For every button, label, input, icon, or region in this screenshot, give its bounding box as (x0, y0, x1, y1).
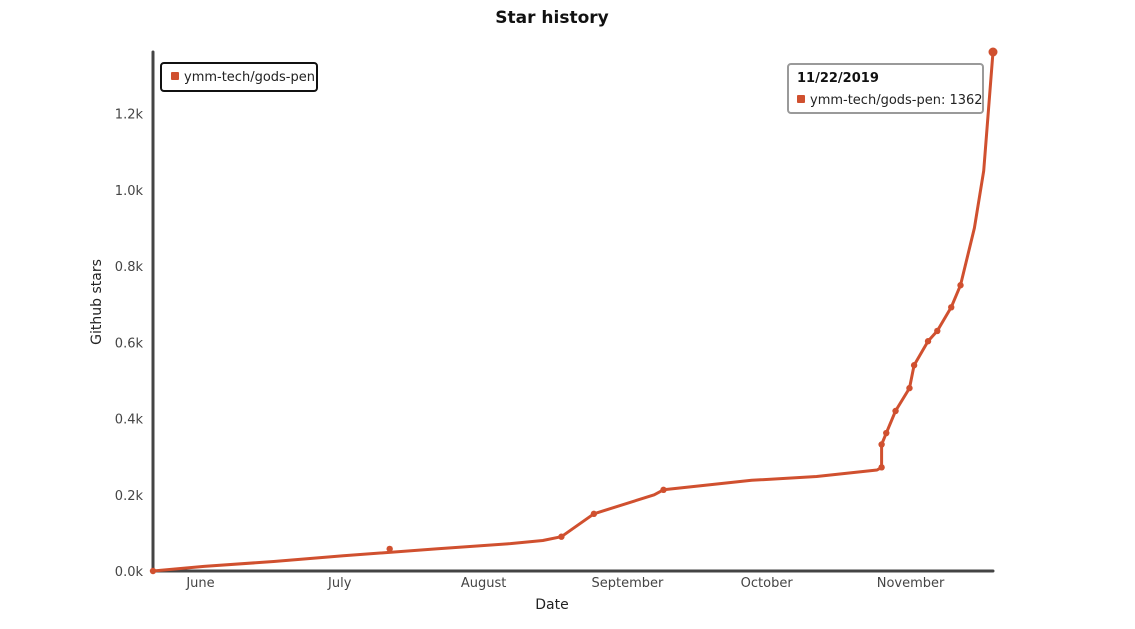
data-point (988, 47, 998, 57)
y-tick-labels: 0.0k 0.2k 0.4k 0.6k 0.8k 1.0k 1.2k (115, 108, 144, 580)
legend-box (160, 62, 318, 92)
data-point (906, 384, 913, 392)
series-line (151, 50, 995, 573)
tooltip-value: ymm-tech/gods-pen: 1362 (810, 93, 983, 108)
data-point (558, 533, 565, 540)
x-tick-label: July (327, 576, 352, 591)
data-point (883, 429, 890, 437)
y-tick-label: 1.0k (115, 184, 144, 199)
axes (151, 50, 995, 573)
chart-title: Star history (495, 8, 608, 28)
data-point (386, 545, 393, 553)
x-tick-label: June (185, 576, 214, 591)
x-tick-label: November (877, 576, 945, 591)
x-tick-labels: June July August September October November (185, 576, 945, 591)
data-point (910, 362, 918, 369)
y-tick-label: 0.0k (115, 565, 144, 580)
x-axis-label: Date (535, 597, 568, 613)
data-point (957, 282, 964, 289)
y-tick-label: 1.2k (115, 108, 144, 123)
tooltip-swatch (797, 95, 805, 103)
data-point (590, 510, 598, 518)
data-point (892, 407, 899, 415)
data-point (934, 327, 941, 335)
markers-layer (149, 47, 998, 575)
tooltip-box (787, 63, 984, 114)
y-tick-label: 0.4k (115, 413, 144, 428)
x-tick-label: September (592, 576, 665, 591)
data-point (878, 464, 885, 471)
x-tick-label: August (461, 576, 507, 591)
y-tick-label: 0.8k (115, 260, 144, 275)
x-tick-label: October (741, 576, 794, 591)
data-point (660, 486, 667, 494)
y-axis-label: Github stars (89, 259, 105, 345)
series-layer (151, 50, 995, 573)
legend-swatch (171, 72, 179, 80)
legend: ymm-tech/gods-pen (160, 62, 318, 92)
data-point (149, 567, 157, 575)
data-point (924, 338, 932, 345)
tooltip: 11/22/2019 ymm-tech/gods-pen: 1362 (787, 63, 984, 114)
data-point (948, 304, 955, 311)
tooltip-date: 11/22/2019 (797, 71, 879, 86)
y-tick-label: 0.2k (115, 489, 144, 504)
y-tick-label: 0.6k (115, 336, 144, 351)
legend-label: ymm-tech/gods-pen (184, 70, 315, 85)
data-point (878, 441, 885, 448)
